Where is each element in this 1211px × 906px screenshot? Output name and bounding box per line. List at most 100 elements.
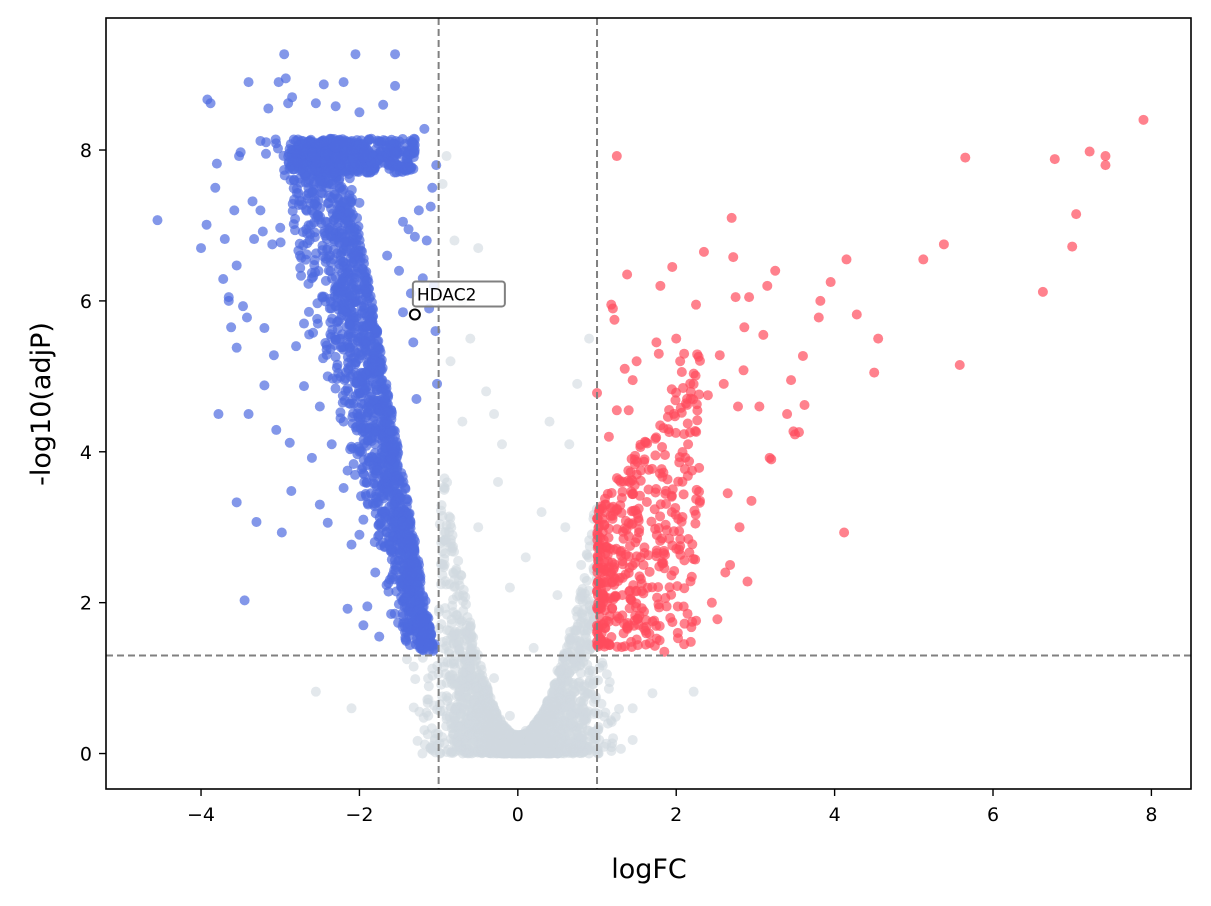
point-down bbox=[335, 371, 346, 382]
point-up bbox=[678, 382, 689, 393]
point-down bbox=[337, 228, 348, 239]
point-down bbox=[379, 506, 390, 517]
point-up bbox=[670, 395, 681, 406]
point-down bbox=[226, 322, 237, 333]
point-down bbox=[403, 630, 414, 641]
point-down bbox=[409, 147, 420, 158]
point-down bbox=[295, 262, 306, 273]
point-ns bbox=[584, 541, 595, 552]
point-down bbox=[249, 234, 260, 245]
point-ns bbox=[473, 522, 484, 533]
point-down bbox=[280, 73, 291, 84]
point-down bbox=[325, 329, 336, 340]
point-ns bbox=[437, 178, 448, 189]
point-down bbox=[335, 278, 346, 289]
point-down bbox=[387, 531, 398, 542]
point-down bbox=[259, 323, 270, 334]
point-down bbox=[377, 151, 388, 162]
point-ns bbox=[454, 645, 465, 656]
point-ns bbox=[445, 356, 456, 367]
point-down bbox=[350, 469, 361, 480]
point-down bbox=[411, 393, 422, 404]
point-down bbox=[332, 359, 343, 370]
point-down bbox=[350, 49, 361, 60]
point-down bbox=[231, 260, 242, 271]
point-up bbox=[679, 583, 690, 594]
point-down bbox=[354, 333, 365, 344]
point-down bbox=[345, 444, 356, 455]
point-up bbox=[643, 550, 654, 561]
point-down bbox=[318, 79, 329, 90]
point-up bbox=[622, 269, 633, 280]
point-ns bbox=[439, 473, 450, 484]
point-down bbox=[386, 499, 397, 510]
point-down bbox=[392, 461, 403, 472]
point-up bbox=[609, 314, 620, 325]
point-up bbox=[679, 555, 690, 566]
point-up bbox=[641, 497, 652, 508]
point-ns bbox=[481, 386, 492, 397]
point-ns bbox=[441, 746, 452, 757]
point-ns bbox=[450, 705, 461, 716]
point-down bbox=[402, 520, 413, 531]
point-ns bbox=[579, 687, 590, 698]
point-down bbox=[300, 177, 311, 188]
point-down bbox=[337, 285, 348, 296]
point-down bbox=[223, 295, 234, 306]
point-down bbox=[255, 205, 266, 216]
point-up bbox=[651, 432, 662, 443]
point-down bbox=[354, 107, 365, 118]
point-ns bbox=[438, 656, 449, 667]
point-down bbox=[255, 135, 266, 146]
point-ns bbox=[451, 564, 462, 575]
point-up bbox=[593, 576, 604, 587]
point-down bbox=[308, 187, 319, 198]
point-down bbox=[360, 345, 371, 356]
point-down bbox=[272, 143, 283, 154]
point-down bbox=[312, 318, 323, 329]
point-up bbox=[690, 554, 701, 565]
point-down bbox=[338, 77, 349, 88]
point-down bbox=[319, 225, 330, 236]
point-down bbox=[314, 167, 325, 178]
point-ns bbox=[422, 729, 433, 740]
point-ns bbox=[575, 740, 586, 751]
point-down bbox=[389, 480, 400, 491]
point-ns bbox=[489, 673, 500, 684]
point-up bbox=[625, 467, 636, 478]
point-up bbox=[627, 375, 638, 386]
point-ns bbox=[449, 546, 460, 557]
point-up bbox=[686, 622, 697, 633]
point-down bbox=[291, 341, 302, 352]
point-up bbox=[674, 457, 685, 468]
point-up bbox=[620, 549, 631, 560]
point-up bbox=[654, 468, 665, 479]
point-up bbox=[673, 476, 684, 487]
point-down bbox=[325, 296, 336, 307]
point-up bbox=[661, 601, 672, 612]
point-up bbox=[651, 633, 662, 644]
point-up bbox=[623, 518, 634, 529]
point-up bbox=[595, 567, 606, 578]
point-down bbox=[375, 540, 386, 551]
point-down bbox=[381, 418, 392, 429]
point-down bbox=[349, 376, 360, 387]
point-ns bbox=[496, 724, 507, 735]
point-up bbox=[675, 402, 686, 413]
point-down bbox=[271, 424, 282, 435]
point-ns bbox=[565, 718, 576, 729]
point-down bbox=[326, 439, 337, 450]
point-down bbox=[260, 148, 271, 159]
point-down bbox=[243, 409, 254, 420]
point-down bbox=[275, 237, 286, 248]
point-up bbox=[612, 641, 623, 652]
point-down bbox=[397, 216, 408, 227]
point-up bbox=[612, 504, 623, 515]
point-up bbox=[667, 484, 678, 495]
point-down bbox=[322, 371, 333, 382]
point-ns bbox=[465, 644, 476, 655]
point-down bbox=[362, 601, 373, 612]
point-down bbox=[235, 147, 246, 158]
point-down bbox=[353, 229, 364, 240]
